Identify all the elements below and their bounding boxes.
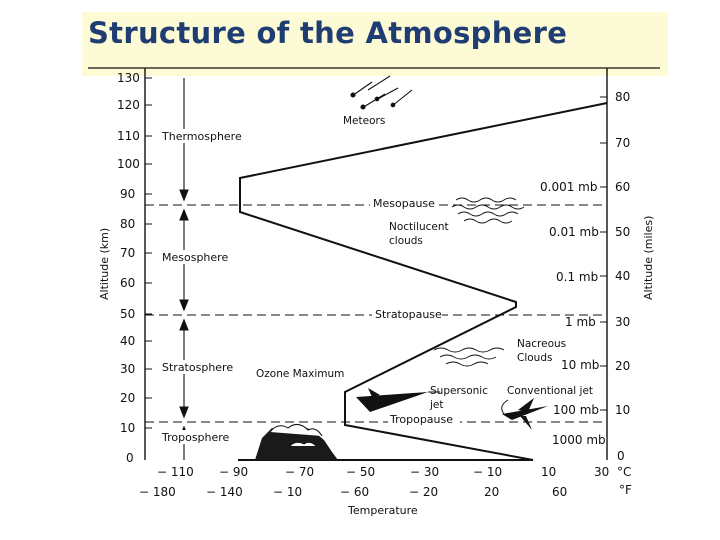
left-tick-label: 120 [117,98,140,112]
temperature-profile-line [238,102,608,461]
conventional-jet-pointer [501,399,509,415]
left-tick-label: 40 [120,334,135,348]
right-tick-label: 70 [615,136,630,150]
right-axis-ticks [600,96,607,411]
boundary-labels: Mesopause Stratopause Tropopause [373,197,453,426]
nacreous-label-2: Clouds [517,352,552,364]
pressure-label: 100 mb [553,403,599,417]
celsius-tick-label: 10 [541,465,556,479]
left-tick-label: 130 [117,71,140,85]
right-tick-label: 40 [615,269,630,283]
celsius-tick-label: − 70 [285,465,314,479]
pressure-label: 0.01 mb [549,225,599,239]
boundary-label-tropopause: Tropopause [389,413,453,426]
fahrenheit-tick-label: 60 [552,485,567,499]
right-axis-tick-labels: 80 70 60 50 40 30 20 10 0 [615,90,630,463]
left-tick-label: 100 [117,157,140,171]
celsius-tick-label: − 90 [219,465,248,479]
title-band [82,12,668,76]
right-tick-label: 20 [615,359,630,373]
right-tick-label: 0 [617,449,625,463]
fahrenheit-tick-label: − 20 [409,485,438,499]
meteors-label: Meteors [343,115,385,127]
layer-label-thermosphere: Thermosphere [161,130,242,143]
left-tick-label: 30 [120,362,135,376]
nacreous-clouds-icon [433,347,505,367]
nacreous-label: Nacreous [517,338,566,350]
pressure-label: 1000 mb [552,433,606,447]
pressure-label: 10 mb [561,358,599,372]
noctilucent-label: Noctilucent [389,221,449,233]
conventional-jet-label: Conventional jet [507,385,593,397]
celsius-tick-label: − 10 [473,465,502,479]
fahrenheit-unit: °F [619,483,632,497]
fahrenheit-tick-label: − 180 [139,485,176,499]
celsius-tick-labels: − 110 − 90 − 70 − 50 − 30 − 10 10 30 °C [157,465,631,479]
ozone-maximum-label: Ozone Maximum [256,368,344,380]
right-tick-label: 80 [615,90,630,104]
supersonic-jet-icon [356,388,428,412]
left-tick-label: 20 [120,391,135,405]
celsius-unit: °C [617,465,631,479]
left-axis-title: Altitude (km) [98,228,111,300]
layer-label-stratosphere: Stratosphere [162,361,233,374]
celsius-tick-label: − 50 [346,465,375,479]
fahrenheit-tick-label: 20 [484,485,499,499]
left-tick-label: 0 [126,451,134,465]
left-axis-ticks [145,77,152,429]
celsius-tick-label: 30 [594,465,609,479]
right-axis-title: Altitude (miles) [642,216,655,300]
left-tick-label: 10 [120,421,135,435]
layer-label-troposphere: Troposphere [161,431,230,444]
fahrenheit-tick-label: − 60 [340,485,369,499]
left-tick-label: 70 [120,246,135,260]
left-tick-label: 50 [120,307,135,321]
right-tick-label: 10 [615,403,630,417]
pressure-label: 0.001 mb [540,180,597,194]
supersonic-jet-label: Supersonic [430,385,488,397]
meteors-icon [350,75,413,110]
conventional-jet-icon [502,398,548,430]
boundary-label-mesopause: Mesopause [373,197,435,210]
layer-label-mesosphere: Mesosphere [162,251,228,264]
celsius-tick-label: − 30 [410,465,439,479]
boundary-label-stratopause: Stratopause [375,308,442,321]
fahrenheit-tick-label: − 140 [206,485,243,499]
slide-title: Structure of the Atmosphere [88,16,568,50]
noctilucent-label-2: clouds [389,235,423,247]
pressure-labels: 0.001 mb 0.01 mb 0.1 mb 1 mb 10 mb 100 m… [540,180,606,447]
temperature-axis-title: Temperature [347,504,418,517]
pressure-label: 1 mb [565,315,596,329]
right-tick-label: 50 [615,225,630,239]
troposphere-clouds-icon [255,424,338,460]
fahrenheit-tick-labels: − 180 − 140 − 10 − 60 − 20 20 60 °F [139,483,632,499]
left-tick-label: 90 [120,187,135,201]
left-tick-label: 110 [117,129,140,143]
fahrenheit-tick-label: − 10 [273,485,302,499]
left-tick-label: 60 [120,276,135,290]
right-tick-label: 30 [615,315,630,329]
right-tick-label: 60 [615,180,630,194]
supersonic-jet-label-2: jet [429,399,444,411]
celsius-tick-label: − 110 [157,465,194,479]
pressure-label: 0.1 mb [556,270,598,284]
left-axis-tick-labels: 130 120 110 100 90 80 70 60 50 40 30 20 … [117,71,140,465]
left-tick-label: 80 [120,217,135,231]
annotations: Meteors Noctilucent clouds Nacreous Clou… [256,115,593,411]
noctilucent-clouds-icon [451,197,525,224]
layer-labels: Thermosphere Mesosphere Stratosphere Tro… [161,130,242,444]
